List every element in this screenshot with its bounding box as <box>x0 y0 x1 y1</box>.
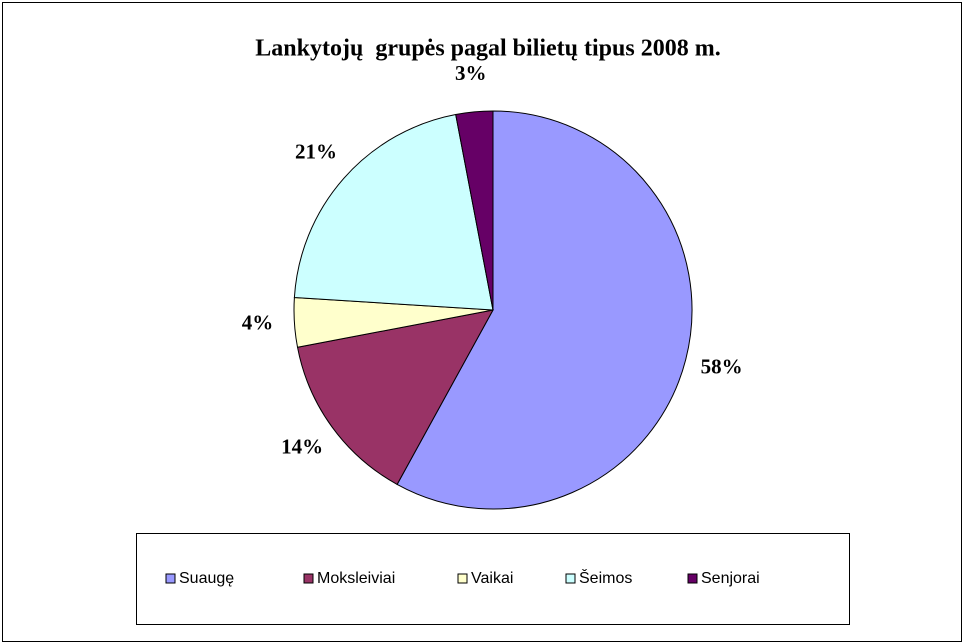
pie-slice <box>455 110 494 311</box>
legend-swatch <box>165 573 176 584</box>
pie-slice <box>293 113 494 311</box>
data-label: 21% <box>295 140 337 164</box>
legend-label: Šeimos <box>579 568 632 587</box>
pie-slice <box>296 309 494 486</box>
legend-swatch <box>457 573 468 584</box>
legend-swatch <box>687 573 698 584</box>
legend-swatch <box>565 573 576 584</box>
legend-swatch <box>303 573 314 584</box>
legend-box <box>136 533 850 625</box>
data-label: 58% <box>701 355 743 379</box>
legend-label: Vaikai <box>471 570 513 587</box>
data-label: 4% <box>242 311 274 335</box>
chart-title: Lankytojų grupės pagal bilietų tipus 200… <box>255 36 720 62</box>
data-label: 14% <box>281 435 323 459</box>
legend-label: Suaugę <box>179 570 234 587</box>
data-label: 3% <box>455 61 487 85</box>
legend-label: Senjorai <box>701 570 760 587</box>
legend-label: Moksleiviai <box>317 570 395 587</box>
pie-slice <box>396 110 693 510</box>
